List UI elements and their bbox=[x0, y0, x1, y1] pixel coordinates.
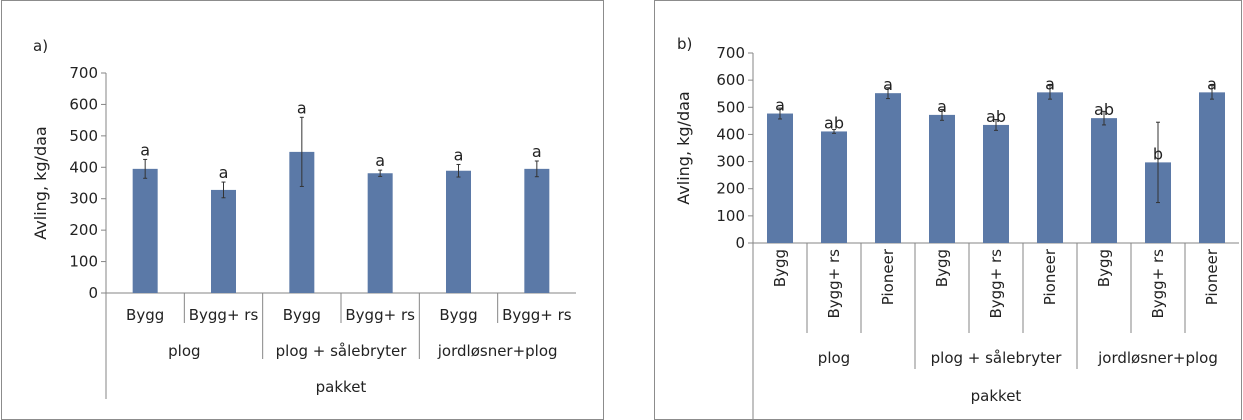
x-group-label: plog + sålebryter bbox=[276, 342, 408, 360]
significance-letter: a bbox=[140, 140, 150, 159]
x-category-label: Bygg bbox=[933, 249, 951, 287]
bar bbox=[446, 171, 471, 293]
x-category-label: Bygg+ rs bbox=[502, 306, 572, 324]
x-outer-label: pakket bbox=[971, 387, 1022, 405]
bar bbox=[1037, 92, 1063, 243]
x-category-label: Bygg bbox=[283, 306, 321, 324]
panel-label: a) bbox=[33, 37, 48, 55]
bar bbox=[211, 190, 236, 293]
y-tick-label: 700 bbox=[69, 64, 98, 82]
significance-letter: ab bbox=[824, 113, 844, 132]
panel-label: b) bbox=[677, 35, 692, 53]
x-category-label: Bygg bbox=[1095, 249, 1113, 287]
x-group-label: plog bbox=[818, 349, 850, 367]
y-tick-label: 400 bbox=[69, 158, 98, 176]
y-tick-label: 0 bbox=[88, 284, 98, 302]
y-tick-label: 100 bbox=[69, 253, 98, 271]
x-group-label: jordløsner+plog bbox=[1097, 349, 1218, 367]
significance-letter: a bbox=[375, 151, 385, 170]
significance-letter: a bbox=[775, 96, 785, 115]
significance-letter: a bbox=[1207, 74, 1217, 93]
significance-letter: a bbox=[454, 145, 464, 164]
significance-letter: a bbox=[297, 98, 307, 117]
x-category-label: Bygg bbox=[439, 306, 477, 324]
x-category-label: Bygg+ rs bbox=[825, 249, 843, 319]
chart-panel-a: a) 0 100 200 300 400 500 600 700 Avling, kg/daa a B… bbox=[1, 0, 604, 420]
bar bbox=[524, 169, 549, 293]
y-tick-label: 500 bbox=[716, 98, 745, 116]
x-group-label: jordløsner+plog bbox=[437, 342, 558, 360]
x-category-label: Pioneer bbox=[1203, 248, 1221, 305]
bar bbox=[767, 114, 793, 243]
x-group-label: plog bbox=[168, 342, 200, 360]
significance-letter: ab bbox=[1094, 100, 1114, 119]
significance-letter: a bbox=[532, 142, 542, 161]
significance-letter: b bbox=[1153, 144, 1163, 163]
bar bbox=[983, 125, 1009, 243]
x-category-label: Bygg+ rs bbox=[345, 306, 415, 324]
significance-letter: ab bbox=[986, 107, 1006, 126]
y-tick-label: 200 bbox=[716, 180, 745, 198]
bar bbox=[1199, 92, 1225, 243]
chart-a: a) 0 100 200 300 400 500 600 700 Avling, kg/daa a B… bbox=[2, 1, 603, 419]
x-category-label: Bygg bbox=[126, 306, 164, 324]
bar bbox=[929, 115, 955, 243]
bar bbox=[368, 173, 393, 293]
chart-b: b) 0 100 200 300 400 500 600 700 Avling, kg/daa a B… bbox=[655, 1, 1241, 419]
bar bbox=[133, 169, 158, 293]
y-tick-label: 600 bbox=[69, 95, 98, 113]
y-tick-label: 200 bbox=[69, 221, 98, 239]
bar bbox=[821, 131, 847, 243]
x-category-label: Bygg+ rs bbox=[987, 249, 1005, 319]
y-tick-label: 300 bbox=[69, 190, 98, 208]
significance-letter: a bbox=[883, 75, 893, 94]
x-category-label: Bygg bbox=[771, 249, 789, 287]
y-axis-title: Avling, kg/daa bbox=[674, 91, 693, 204]
significance-letter: a bbox=[1045, 74, 1055, 93]
x-category-label: Pioneer bbox=[879, 248, 897, 305]
y-tick-label: 0 bbox=[735, 234, 745, 252]
x-category-label: Bygg+ rs bbox=[189, 306, 259, 324]
x-group-label: plog + sålebryter bbox=[931, 349, 1063, 367]
x-category-label: Pioneer bbox=[1041, 248, 1059, 305]
significance-letter: a bbox=[937, 97, 947, 116]
y-axis-title: Avling, kg/daa bbox=[31, 126, 50, 239]
significance-letter: a bbox=[219, 163, 229, 182]
chart-panel-b: b) 0 100 200 300 400 500 600 700 Avling, kg/daa a B… bbox=[654, 0, 1242, 420]
y-tick-label: 500 bbox=[69, 127, 98, 145]
bar bbox=[875, 93, 901, 243]
bar bbox=[1091, 118, 1117, 243]
x-outer-label: pakket bbox=[316, 378, 367, 396]
y-tick-label: 100 bbox=[716, 207, 745, 225]
x-category-label: Bygg+ rs bbox=[1149, 249, 1167, 319]
y-tick-label: 300 bbox=[716, 153, 745, 171]
y-tick-label: 600 bbox=[716, 71, 745, 89]
y-tick-label: 700 bbox=[716, 44, 745, 62]
y-tick-label: 400 bbox=[716, 125, 745, 143]
